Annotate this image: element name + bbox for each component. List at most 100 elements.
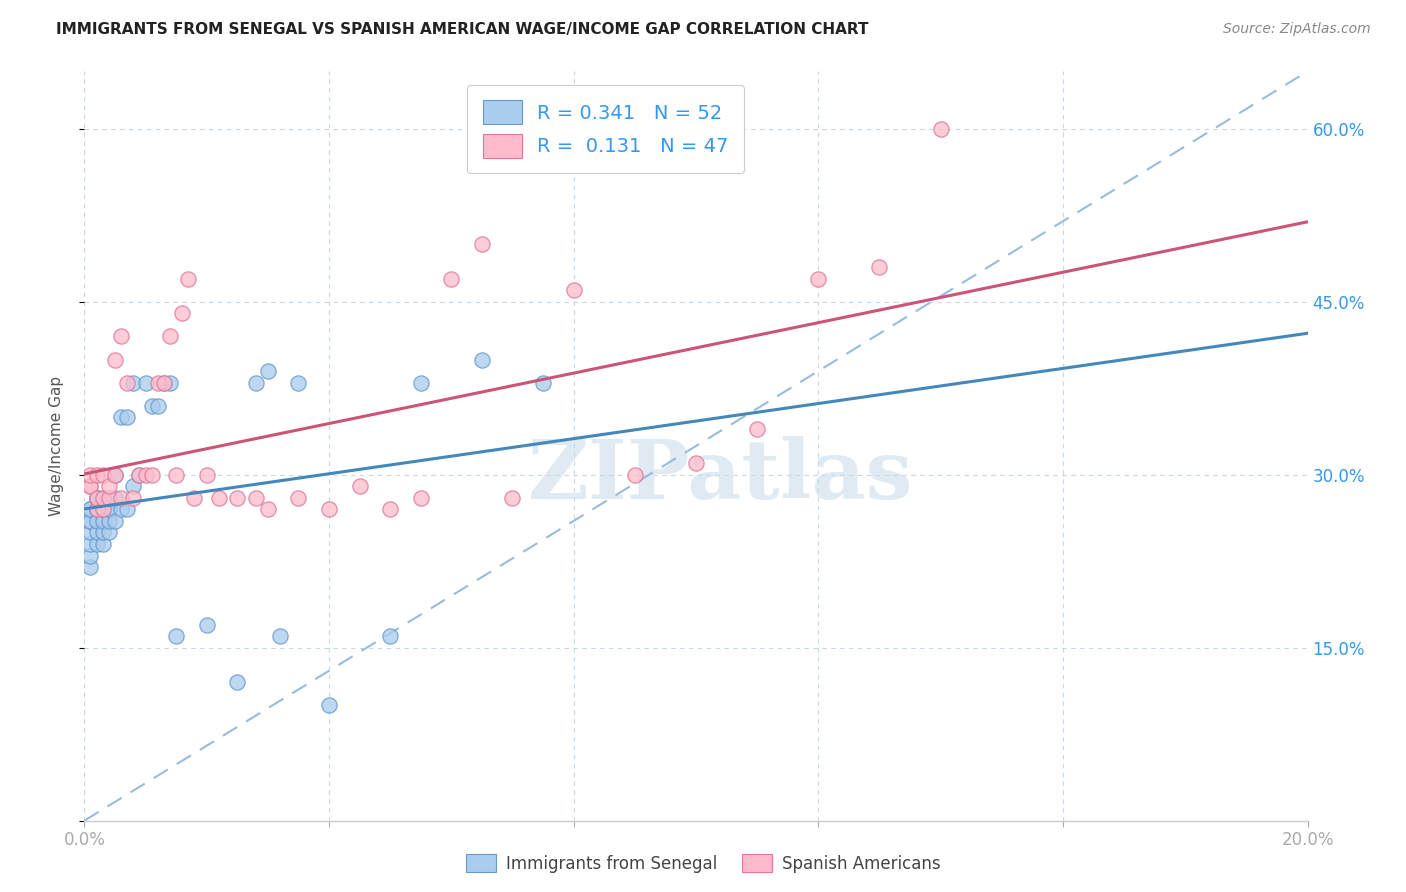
Point [122, 376, 145, 390]
Point [502, 491, 524, 505]
Point [91, 491, 114, 505]
Point [110, 410, 132, 425]
Point [91, 491, 114, 505]
Point [531, 376, 554, 390]
Point [257, 502, 280, 516]
Point [349, 479, 371, 493]
Point [807, 272, 830, 286]
Point [91, 514, 114, 528]
Point [685, 456, 707, 470]
Point [183, 491, 205, 505]
Point [624, 467, 647, 482]
Point [104, 352, 127, 367]
Point [97, 525, 120, 540]
Point [380, 629, 402, 643]
Point [128, 467, 150, 482]
Point [79, 479, 101, 493]
Point [287, 491, 309, 505]
Point [97, 502, 120, 516]
Point [172, 306, 194, 320]
Point [79, 502, 101, 516]
Point [122, 491, 145, 505]
Point [869, 260, 891, 275]
Point [128, 467, 150, 482]
Point [257, 364, 280, 378]
Y-axis label: Wage/Income Gap: Wage/Income Gap [49, 376, 63, 516]
Point [409, 491, 432, 505]
Point [86, 467, 108, 482]
Legend: Immigrants from Senegal, Spanish Americans: Immigrants from Senegal, Spanish America… [458, 847, 948, 880]
Point [440, 272, 463, 286]
Point [79, 560, 101, 574]
Point [159, 329, 181, 343]
Point [287, 376, 309, 390]
Point [135, 376, 157, 390]
Point [91, 525, 114, 540]
Point [115, 376, 138, 390]
Point [86, 491, 108, 505]
Point [226, 491, 249, 505]
Point [245, 491, 267, 505]
Point [79, 514, 101, 528]
Point [409, 376, 432, 390]
Point [97, 514, 120, 528]
Point [86, 502, 108, 516]
Text: ZIPatlas: ZIPatlas [527, 436, 912, 516]
Text: Source: ZipAtlas.com: Source: ZipAtlas.com [1223, 22, 1371, 37]
Point [245, 376, 267, 390]
Point [177, 272, 200, 286]
Point [79, 525, 101, 540]
Point [79, 502, 101, 516]
Point [195, 617, 218, 632]
Point [115, 410, 138, 425]
Point [195, 467, 218, 482]
Point [79, 537, 101, 551]
Legend: R = 0.341   N = 52, R =  0.131   N = 47: R = 0.341 N = 52, R = 0.131 N = 47 [467, 85, 744, 173]
Point [86, 537, 108, 551]
Point [135, 467, 157, 482]
Point [97, 479, 120, 493]
Point [97, 502, 120, 516]
Point [86, 491, 108, 505]
Point [86, 525, 108, 540]
Point [318, 502, 340, 516]
Point [318, 698, 340, 713]
Point [471, 237, 494, 252]
Point [122, 479, 145, 493]
Point [79, 514, 101, 528]
Point [91, 502, 114, 516]
Point [153, 376, 176, 390]
Point [110, 329, 132, 343]
Point [86, 514, 108, 528]
Point [471, 352, 494, 367]
Point [562, 284, 585, 298]
Point [165, 629, 187, 643]
Point [146, 376, 169, 390]
Point [110, 502, 132, 516]
Point [208, 491, 231, 505]
Point [115, 502, 138, 516]
Point [269, 629, 291, 643]
Point [380, 502, 402, 516]
Point [159, 376, 181, 390]
Point [104, 467, 127, 482]
Point [97, 491, 120, 505]
Point [110, 491, 132, 505]
Point [929, 122, 952, 136]
Point [91, 502, 114, 516]
Point [104, 514, 127, 528]
Point [153, 376, 176, 390]
Point [146, 399, 169, 413]
Point [104, 467, 127, 482]
Text: IMMIGRANTS FROM SENEGAL VS SPANISH AMERICAN WAGE/INCOME GAP CORRELATION CHART: IMMIGRANTS FROM SENEGAL VS SPANISH AMERI… [56, 22, 869, 37]
Point [747, 422, 769, 436]
Point [226, 675, 249, 690]
Point [86, 502, 108, 516]
Point [141, 399, 163, 413]
Point [165, 467, 187, 482]
Point [91, 502, 114, 516]
Point [79, 479, 101, 493]
Point [79, 467, 101, 482]
Point [91, 467, 114, 482]
Point [79, 549, 101, 563]
